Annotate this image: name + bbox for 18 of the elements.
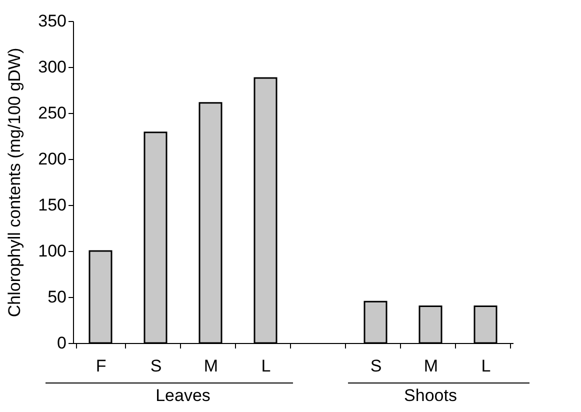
x-tick-label: L [261,356,271,376]
text: Shoots [404,386,457,405]
text: Leaves [156,386,210,405]
y-tick-label: 350 [38,12,66,30]
y-tick-label: 150 [38,196,66,214]
x-tick-label: M [204,356,218,376]
x-tick-label: L [481,356,491,376]
x-tick-label: F [96,356,106,376]
x-tick-label: S [150,356,162,376]
y-tick-label: 300 [38,58,66,76]
x-tick-label: S [370,356,382,376]
y-tick-label: 250 [38,104,66,122]
y-tick-label: 100 [38,242,66,260]
y-tick-label: 50 [48,288,66,306]
x-tick-label: M [424,356,438,376]
y-tick-label: 200 [38,150,66,168]
y-tick-label: 0 [57,334,66,352]
y-axis-title: Chlorophyll contents (mg/100 gDW) [5,48,24,318]
